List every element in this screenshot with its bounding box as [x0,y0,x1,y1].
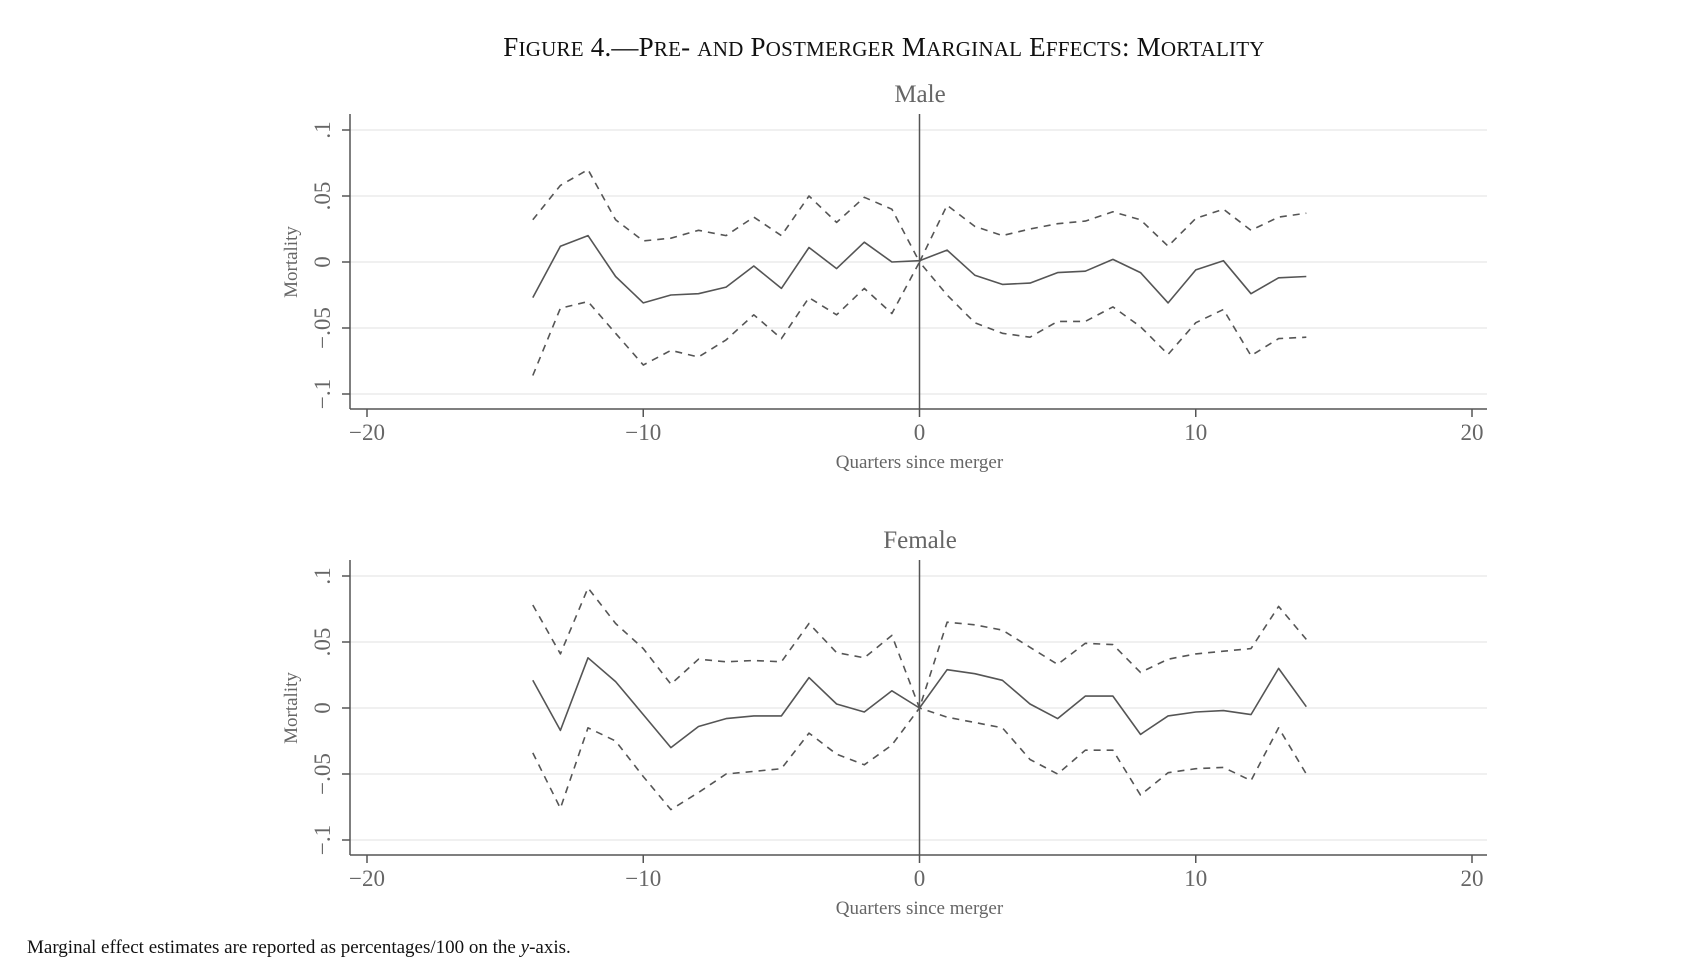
female-y-tick-label: .1 [310,567,335,584]
male-y-tick-label: −.1 [310,379,335,409]
female-lower-bound-line [532,707,1307,811]
male-x-tick-label: 10 [1184,420,1207,445]
male-upper-bound-line [532,168,1307,263]
female-x-tick-label: 0 [914,866,926,891]
male-x-tick-label: −20 [349,420,385,445]
female-y-axis-title: Mortality [281,672,302,744]
female-panel: Female −.1 −.05 0 .05 .1 −20 −10 0 10 20 Mortality Q… [0,522,1698,942]
female-x-tick-label: 10 [1184,866,1207,891]
male-x-tick-label: 0 [914,420,926,445]
male-chart-svg: Male −.1 −.05 0 .05 .1 −20 −10 0 10 20 Mortality Qua… [281,81,1487,473]
female-x-tick-label: −20 [349,866,385,891]
female-y-tick-label: .05 [310,628,335,657]
male-x-tick-label: −10 [625,420,661,445]
male-y-tick-label: .1 [310,121,335,138]
female-x-tick-label: 20 [1461,866,1484,891]
footnote-text-end: -axis. [529,937,571,958]
male-y-tick-label: −.05 [310,307,335,349]
female-y-tick-label: −.1 [310,825,335,855]
female-y-tick-label: 0 [310,702,335,714]
female-x-axis-title: Quarters since merger [836,898,1004,919]
male-panel: Male −.1 −.05 0 .05 .1 −20 −10 0 10 20 Mortality Qua… [0,76,1698,496]
female-panel-title: Female [883,527,957,554]
female-chart-svg: Female −.1 −.05 0 .05 .1 −20 −10 0 10 20 Mortality Q… [281,527,1487,919]
footnote: Marginal effect estimates are reported a… [27,937,571,959]
male-lower-bound-line [532,261,1307,376]
male-y-axis-title: Mortality [281,226,302,298]
female-y-tick-label: −.05 [310,753,335,795]
male-x-axis-title: Quarters since merger [836,452,1004,473]
footnote-text-start: Marginal effect estimates are reported a… [27,937,521,958]
figure-title: FIGURE 4.—PRE- AND POSTMERGER MARGINAL E… [503,32,1265,62]
female-x-tick-label: −10 [625,866,661,891]
male-panel-title: Male [894,81,945,108]
male-x-tick-label: 20 [1461,420,1484,445]
footnote-variable: y [520,937,530,958]
male-y-tick-label: .05 [310,182,335,211]
male-y-tick-label: 0 [310,256,335,268]
